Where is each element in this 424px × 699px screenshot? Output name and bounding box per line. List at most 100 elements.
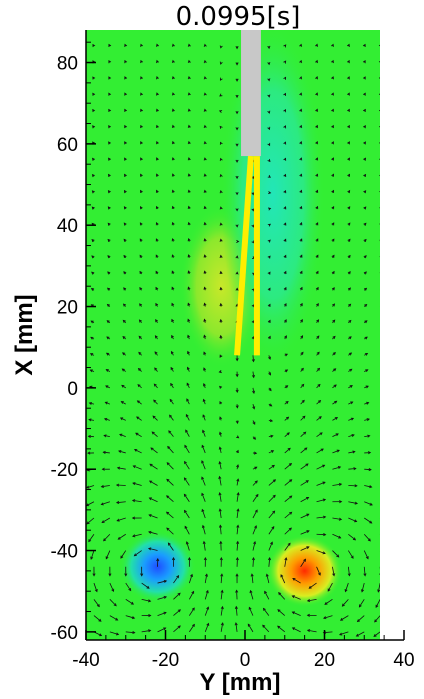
velocity-vector [137,400,142,405]
velocity-vector-head [267,319,271,323]
velocity-vector [236,541,239,551]
velocity-vector-head [362,60,366,64]
velocity-vector-head [168,430,172,434]
y-tick-label: -60 [51,623,78,644]
velocity-vector-head [235,420,239,424]
velocity-vector-head [171,334,174,339]
velocity-vector-head [373,633,377,637]
velocity-vector [151,431,158,437]
velocity-vector [173,575,179,584]
velocity-vector-head [219,61,223,65]
velocity-vector-head [139,303,143,307]
velocity-vector-head [268,372,272,376]
velocity-vector-head [171,173,175,177]
velocity-vector-head [115,483,120,487]
velocity-vector-head [305,480,309,484]
velocity-vector [125,598,134,605]
velocity-vector-head [90,556,94,560]
velocity-vector-head [306,613,310,617]
velocity-vector [348,417,354,421]
velocity-vector-head [315,238,319,242]
velocity-vector [109,599,117,607]
velocity-vector-head [234,622,238,626]
velocity-vector-head [219,173,223,178]
velocity-vector-head [90,287,95,291]
velocity-vector-head [348,336,352,340]
velocity-vector-head [349,368,353,372]
velocity-vector-head [277,609,281,613]
velocity-vector-head [248,606,252,610]
velocity-vector [345,582,349,592]
velocity-vector-head [267,287,271,291]
velocity-vector [134,550,142,557]
velocity-vector-head [382,386,384,388]
velocity-vector-head [350,401,354,405]
velocity-vector-head [268,191,272,195]
chart-title: 0.0995[s] [176,2,301,32]
velocity-vector [300,400,305,405]
velocity-vector-head [306,530,310,534]
velocity-vector-head [156,76,159,80]
velocity-vector-head [156,92,159,96]
velocity-vector-head [251,359,255,363]
velocity-vector-head [177,625,181,629]
velocity-vector-head [360,589,364,593]
velocity-vector-head [283,173,287,178]
velocity-vector-head [107,238,111,242]
velocity-vector-head [299,157,303,161]
velocity-vector-head [235,224,239,228]
velocity-vector-head [92,125,96,129]
velocity-vector-head [323,515,327,519]
velocity-vector-head [148,514,152,518]
velocity-vector [219,461,222,470]
velocity-vector-head [187,124,191,128]
velocity-vector-head [331,92,334,96]
velocity-vector-head [130,601,135,605]
velocity-vector [132,482,142,486]
velocity-vector [316,416,322,421]
velocity-vector [248,607,254,616]
velocity-vector-head [267,303,271,307]
velocity-vector-head [368,467,372,472]
velocity-vector [103,451,110,454]
velocity-vector-head [332,303,336,307]
velocity-vector-head [251,374,255,379]
velocity-vector-head [202,540,206,545]
velocity-vector-head [187,254,191,258]
velocity-vector-head [235,287,239,291]
velocity-vector-head [219,77,223,81]
velocity-vector-head [219,45,223,49]
velocity-vector-head [315,92,319,96]
velocity-vector-head [92,92,96,96]
velocity-vector-head [270,434,274,438]
velocity-vector-head [252,421,256,425]
velocity-vector-head [382,402,384,404]
velocity-vector-head [166,478,170,482]
velocity-vector-head [204,573,208,577]
velocity-vector-head [299,189,303,193]
velocity-vector-head [277,625,281,629]
velocity-vector [379,322,380,323]
velocity-vector [148,514,158,519]
velocity-vector [201,445,206,454]
velocity-vector-head [339,500,343,504]
velocity-vector-head [251,224,255,228]
velocity-vector-head [384,521,386,523]
velocity-vector-head [101,520,105,524]
velocity-vector [316,516,326,519]
velocity-vector-head [219,302,223,307]
velocity-vector-head [124,573,128,577]
velocity-vector-head [334,400,338,404]
velocity-vector-head [155,222,159,226]
velocity-vector-head [146,585,150,589]
velocity-vector [377,582,380,592]
velocity-vector-head [150,447,154,451]
velocity-vector-head [123,189,127,194]
velocity-vector [379,534,380,535]
velocity-vector-head [132,630,136,635]
velocity-vector [125,615,135,619]
velocity-vector-head [203,286,207,290]
velocity-vector [103,533,111,542]
velocity-vector [268,542,273,551]
velocity-vector-head [381,556,383,558]
